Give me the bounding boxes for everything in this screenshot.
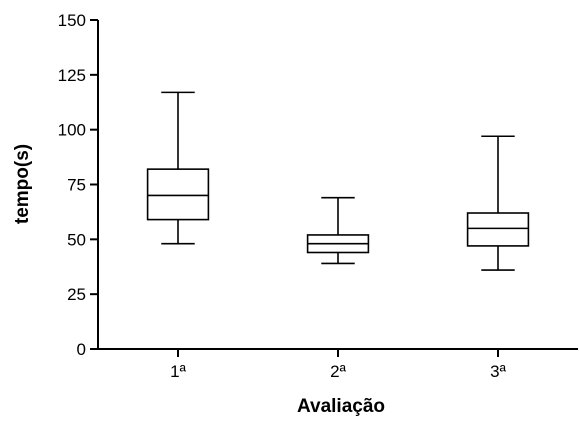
x-axis: 1ª 2ª 3ª xyxy=(98,348,578,381)
x-tick-label: 1ª xyxy=(170,362,186,381)
y-tick-label: 150 xyxy=(58,11,86,30)
y-tick-label: 25 xyxy=(67,285,86,304)
y-axis-title: tempo(s) xyxy=(12,144,33,224)
box-plot-item xyxy=(306,196,370,265)
x-tick-label: 2ª xyxy=(330,362,346,381)
x-axis-title: Avaliação xyxy=(297,396,385,417)
box-plot-item xyxy=(466,135,530,271)
y-axis: 0 25 50 75 100 125 150 xyxy=(58,11,99,359)
box-plot-item xyxy=(146,91,210,245)
y-tick-label: 0 xyxy=(77,340,86,359)
y-tick-label: 100 xyxy=(58,121,86,140)
box-series xyxy=(146,91,530,271)
y-tick-label: 75 xyxy=(67,176,86,195)
iqr-box xyxy=(466,212,530,247)
x-tick-label: 3ª xyxy=(490,362,506,381)
y-tick-label: 50 xyxy=(67,230,86,249)
y-tick-label: 125 xyxy=(58,66,86,85)
iqr-box xyxy=(146,168,210,221)
